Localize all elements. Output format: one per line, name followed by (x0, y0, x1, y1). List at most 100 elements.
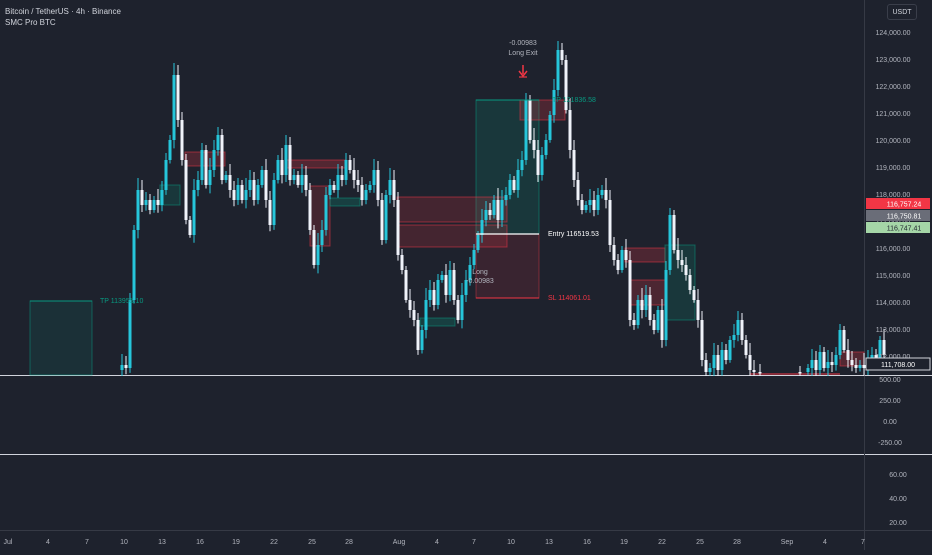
candle-body (484, 210, 488, 220)
candle-body (672, 215, 676, 250)
candle-body (708, 368, 712, 372)
price-tag-current (865, 357, 931, 371)
osc-axis-label: 500.00 (879, 377, 901, 384)
candle-body (256, 185, 260, 200)
candle-body (532, 140, 536, 150)
time-axis-label: Sep (781, 539, 794, 546)
candle-body (404, 270, 408, 300)
candle-body (604, 190, 608, 200)
candle-body (660, 310, 664, 340)
symbol-title[interactable]: Bitcoin / TetherUS · 4h · Binance (5, 7, 121, 16)
osc-axis-label: 250.00 (879, 398, 901, 405)
candle-body (512, 180, 516, 190)
candle-body (200, 150, 204, 180)
candle-body (696, 300, 700, 320)
candle-body (376, 170, 380, 200)
candle-body (596, 195, 600, 210)
time-axis-label: 13 (545, 539, 553, 546)
candle-body (540, 155, 544, 175)
osc-axis-label: 40.00 (889, 496, 907, 503)
tp-label: TP 113955.10 (100, 298, 143, 305)
candle-body (456, 300, 460, 320)
time-axis-label: 25 (696, 539, 704, 546)
candle-body (640, 300, 644, 310)
candle-body (648, 295, 652, 320)
candle-body (612, 245, 616, 260)
candle-body (568, 110, 572, 150)
price-axis-label: 113,000.00 (876, 327, 911, 334)
price-axis-label: 123,000.00 (875, 57, 910, 64)
candle-body (704, 360, 708, 372)
candle-body (180, 120, 184, 160)
chart-header: Bitcoin / TetherUS · 4h · Binance SMC Pr… (5, 6, 121, 28)
candle-body (292, 175, 296, 180)
candle-body (452, 270, 456, 300)
price-tag-green-label: 116,747.41 (887, 226, 922, 233)
indicator-title[interactable]: SMC Pro BTC (5, 18, 56, 27)
candle-body (620, 250, 624, 270)
candle-body (564, 60, 568, 110)
time-axis-label: 22 (270, 539, 278, 546)
candle-body (584, 205, 588, 210)
candle-body (830, 362, 834, 365)
candle-body (288, 145, 292, 180)
price-tag-red (866, 198, 930, 209)
candle-body (668, 215, 672, 270)
price-axis-label: 118,000.00 (876, 192, 911, 199)
candle-body (432, 290, 436, 305)
candle-body (420, 330, 424, 350)
candle-body (408, 300, 412, 310)
candle-body (184, 160, 188, 220)
candle-body (684, 265, 688, 275)
price-axis[interactable]: 124,000.00 123,000.00 122,000.00 121,000.00… (875, 30, 910, 361)
time-axis-label: 19 (620, 539, 628, 546)
candle-body (416, 320, 420, 350)
candle-body (216, 135, 220, 150)
tp-label-aug: TP 121836.58 (552, 97, 596, 104)
candle-body (712, 355, 716, 368)
candle-body (806, 368, 810, 372)
candle-body (740, 320, 744, 340)
candle-body (744, 340, 748, 355)
candle-body (736, 320, 740, 335)
time-axis-label: 10 (120, 539, 128, 546)
candle-body (524, 100, 528, 160)
time-axis-label: 13 (158, 539, 166, 546)
sl-label: SL 114061.01 (548, 295, 591, 302)
price-tag-current-label: 111,708.00 (881, 362, 915, 369)
candle-body (156, 200, 160, 205)
candle-body (632, 320, 636, 325)
candle-body (428, 290, 432, 300)
time-axis-label: 25 (308, 539, 316, 546)
candle-body (810, 360, 814, 368)
candle-body (624, 250, 628, 260)
candle-body (264, 170, 268, 200)
time-axis-label: 10 (507, 539, 515, 546)
candle-body (248, 180, 252, 190)
candle-body (336, 175, 340, 190)
candle-body (520, 160, 524, 170)
tp-zone-left (29, 300, 93, 376)
candle-body (280, 160, 284, 175)
candle-body (600, 190, 604, 195)
time-axis[interactable]: Jul 4 7 10 13 16 19 22 25 28 Aug 4 7 10 13 16 19 22 25 28 Se… (4, 539, 866, 546)
candle-body (304, 175, 308, 190)
candle-body (688, 275, 692, 290)
time-axis-label: Aug (393, 539, 406, 546)
candle-body (144, 200, 148, 205)
time-axis-label: Jul (4, 539, 13, 546)
price-tag-grey-label: 116,750.81 (887, 214, 922, 221)
candle-body (472, 250, 476, 265)
time-axis-label: 22 (658, 539, 666, 546)
candle-body (716, 355, 720, 370)
currency-button[interactable]: USDT (887, 4, 917, 20)
price-axis-label: 115,000.00 (876, 273, 911, 280)
candle-body (436, 280, 440, 305)
time-axis-label: 16 (196, 539, 204, 546)
candle-body (748, 355, 752, 370)
candle-body (656, 310, 660, 330)
candle-body (818, 352, 822, 370)
candle-body (164, 160, 168, 190)
